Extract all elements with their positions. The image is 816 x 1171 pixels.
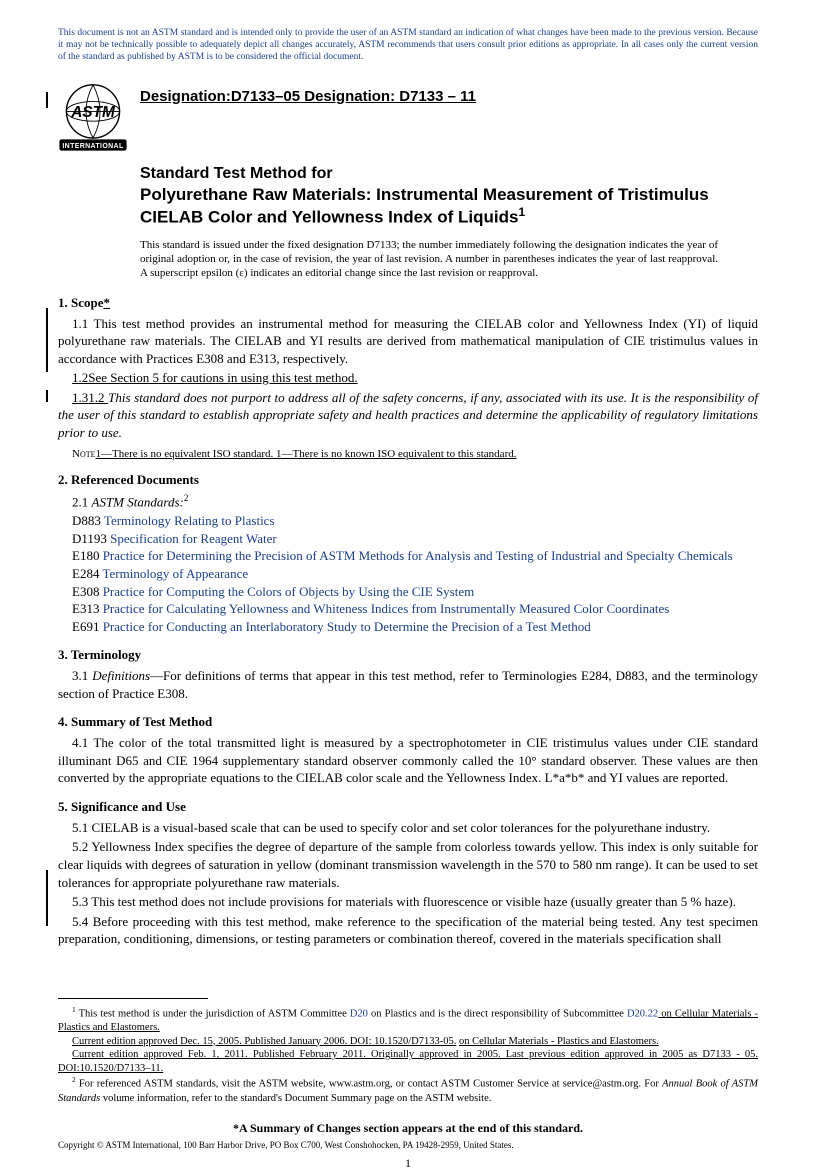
title-sup: 1 (518, 205, 525, 219)
ref-link[interactable]: Terminology Relating to Plastics (104, 513, 275, 528)
svg-text:ASTM: ASTM (70, 104, 116, 121)
designation: Designation:D7133–05 Designation: D7133 … (140, 82, 476, 105)
ref-link[interactable]: Terminology of Appearance (102, 566, 248, 581)
issuance-note: This standard is issued under the fixed … (140, 238, 718, 281)
title-text: Polyurethane Raw Materials: Instrumental… (140, 185, 709, 227)
summary-of-changes: *A Summary of Changes section appears at… (58, 1121, 758, 1136)
disclaimer-text: This document is not an ASTM standard an… (58, 28, 758, 64)
ref-link[interactable]: Practice for Conducting an Interlaborato… (103, 619, 591, 634)
header-row: INTERNATIONAL ASTM Designation:D7133–05 … (58, 82, 758, 152)
para-5-4: 5.4 Before proceeding with this test met… (58, 913, 758, 948)
note-label: Note (72, 448, 96, 460)
ref-d883: D883 Terminology Relating to Plastics (72, 512, 758, 530)
section-1-head: 1. Scope* (58, 295, 758, 311)
ref-e313: E313 Practice for Calculating Yellowness… (72, 600, 758, 618)
title-main: Polyurethane Raw Materials: Instrumental… (140, 184, 758, 228)
ref-e691: E691 Practice for Conducting an Interlab… (72, 618, 758, 636)
footnote-1c: Current edition approved Feb. 1, 2011. P… (58, 1048, 758, 1075)
change-bar (46, 870, 48, 926)
footnote-1b: Current edition approved Dec. 15, 2005. … (58, 1035, 758, 1049)
ref-e180: E180 Practice for Determining the Precis… (72, 547, 758, 565)
para-1-1: 1.1 This test method provides an instrum… (58, 315, 758, 368)
change-bar (46, 92, 48, 108)
para-5-2: 5.2 Yellowness Index specifies the degre… (58, 838, 758, 891)
ref-link[interactable]: Practice for Computing the Colors of Obj… (103, 584, 475, 599)
title-block: Standard Test Method for Polyurethane Ra… (140, 164, 758, 228)
section-3-head: 3. Terminology (58, 647, 758, 663)
designation-new: Designation: D7133 – 11 (300, 88, 476, 105)
change-bar (46, 390, 48, 402)
ref-d1193: D1193 Specification for Reagent Water (72, 530, 758, 548)
svg-text:INTERNATIONAL: INTERNATIONAL (62, 142, 124, 149)
footnote-1: 1 This test method is under the jurisdic… (58, 1005, 758, 1035)
ref-e308: E308 Practice for Computing the Colors o… (72, 583, 758, 601)
astm-logo: INTERNATIONAL ASTM (58, 82, 128, 152)
ref-link[interactable]: Specification for Reagent Water (110, 531, 277, 546)
note-1: Note1—There is no equivalent ISO standar… (58, 448, 758, 460)
para-1-3: 1.31.2 This standard does not purport to… (58, 389, 758, 442)
para-4-1: 4.1 The color of the total transmitted l… (58, 734, 758, 787)
fn-link-d20[interactable]: D20 (350, 1008, 368, 1019)
section-4-head: 4. Summary of Test Method (58, 714, 758, 730)
ref-link[interactable]: Practice for Determining the Precision o… (103, 548, 733, 563)
para-3-1: 3.1 Definitions—For definitions of terms… (58, 667, 758, 702)
ref-link[interactable]: Practice for Calculating Yellowness and … (103, 601, 670, 616)
designation-old: Designation:D7133–05 (140, 88, 300, 105)
section-2-head: 2. Referenced Documents (58, 472, 758, 488)
footnote-rule (58, 998, 208, 999)
fn-link-d2022[interactable]: D20.22 (627, 1008, 658, 1019)
para-1-2-strike: 1.2See Section 5 for cautions in using t… (58, 369, 758, 387)
para-5-1: 5.1 CIELAB is a visual-based scale that … (58, 819, 758, 837)
footnote-2: 2 For referenced ASTM standards, visit t… (58, 1075, 758, 1105)
page-number: 1 (58, 1156, 758, 1171)
para-2-1: 2.1 ASTM Standards:2 (58, 492, 758, 511)
title-line-1: Standard Test Method for (140, 164, 758, 184)
section-5-head: 5. Significance and Use (58, 799, 758, 815)
para-5-3: 5.3 This test method does not include pr… (58, 893, 758, 911)
ref-e284: E284 Terminology of Appearance (72, 565, 758, 583)
copyright-line: Copyright © ASTM International, 100 Barr… (58, 1140, 758, 1150)
change-bar (46, 308, 48, 372)
